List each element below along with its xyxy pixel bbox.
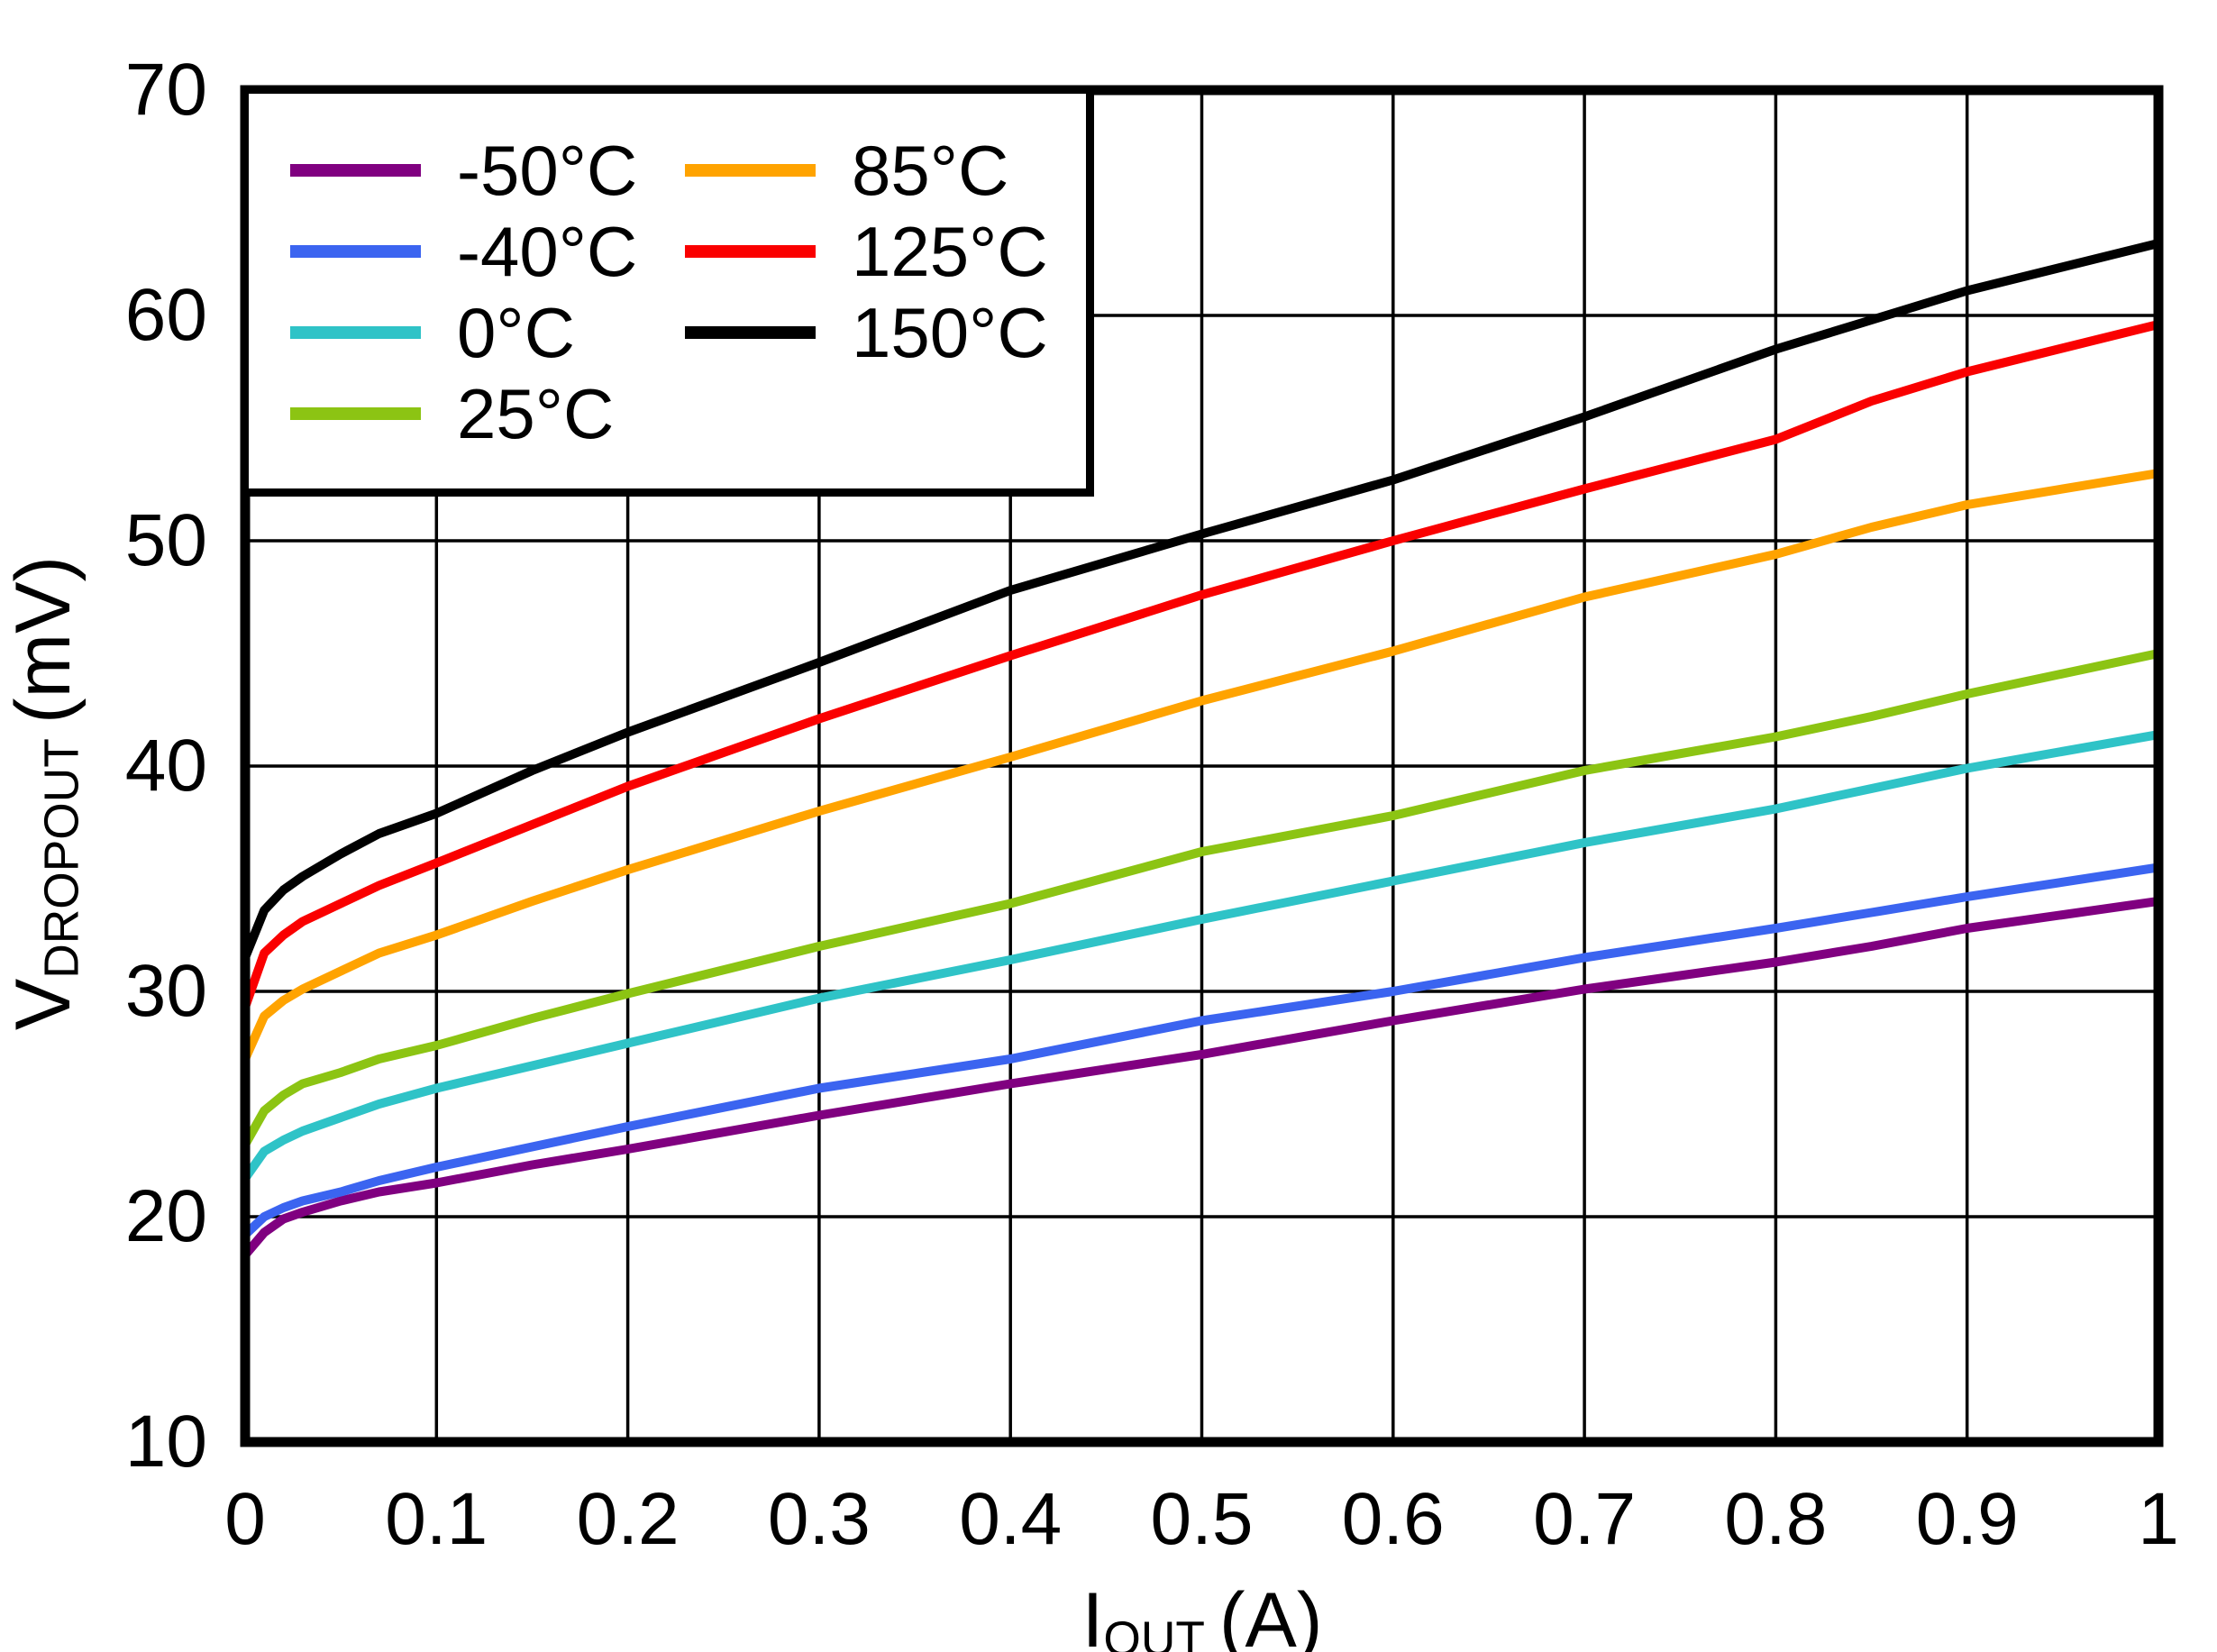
legend-label-85c: 85°C [852, 131, 1009, 210]
x-axis-label: IOUT (A) [1081, 1582, 1322, 1652]
curve-25c [245, 649, 2158, 1149]
y-tick-label-30: 30 [124, 950, 207, 1032]
x-tick-label-1: 1 [2138, 1478, 2179, 1560]
x-tick-label-0.6: 0.6 [1341, 1478, 1445, 1560]
x-tick-label-0.9: 0.9 [1915, 1478, 2019, 1560]
x-tick-label-0.1: 0.1 [385, 1478, 488, 1560]
y-tick-label-10: 10 [124, 1401, 207, 1483]
legend-swatch-0c [290, 326, 421, 339]
legend-swatch-25c [290, 407, 421, 420]
x-tick-label-0.7: 0.7 [1533, 1478, 1637, 1560]
curve-0c [245, 730, 2158, 1183]
curve-150c [245, 239, 2158, 963]
legend-label--50c: -50°C [457, 131, 638, 210]
legend-swatch--50c [290, 164, 421, 177]
y-axis-label-unit: (mV) [0, 555, 87, 725]
x-axis-label-symbol: I [1081, 1577, 1104, 1652]
y-tick-label-50: 50 [124, 499, 207, 581]
x-tick-label-0.4: 0.4 [959, 1478, 1063, 1560]
legend-swatch-85c [685, 164, 816, 177]
x-tick-label-0.3: 0.3 [767, 1478, 871, 1560]
curve-125c [245, 320, 2158, 1012]
legend-label-150c: 150°C [852, 293, 1048, 372]
x-axis-label-unit: (A) [1218, 1577, 1323, 1652]
legend-entry-25c: 25°C [290, 373, 685, 454]
legend-entry--40c: -40°C [290, 211, 685, 292]
x-tick-label-0.2: 0.2 [576, 1478, 680, 1560]
legend-label-25c: 25°C [457, 374, 615, 453]
series-curves [245, 239, 2158, 1260]
legend-label--40c: -40°C [457, 212, 638, 291]
x-axis-label-subscript: OUT [1103, 1612, 1205, 1652]
y-axis-label: VDROPOUT (mV) [0, 556, 89, 1030]
legend-entry-150c: 150°C [685, 292, 1048, 373]
legend-entry-85c: 85°C [685, 130, 1048, 211]
curve--50c [245, 897, 2158, 1260]
x-tick-label-0.8: 0.8 [1724, 1478, 1828, 1560]
legend: -50°C -40°C 0°C 25°C 85°C 125°C 150°C [241, 86, 1094, 497]
x-tick-label-0.5: 0.5 [1150, 1478, 1254, 1560]
legend-label-0c: 0°C [457, 293, 575, 372]
y-tick-label-70: 70 [124, 49, 207, 131]
legend-entry-125c: 125°C [685, 211, 1048, 292]
legend-column-2: 85°C 125°C 150°C [685, 130, 1048, 488]
legend-swatch-150c [685, 326, 816, 339]
y-axis-label-symbol: V [0, 978, 87, 1031]
legend-swatch--40c [290, 245, 421, 258]
x-tick-label-0: 0 [224, 1478, 266, 1560]
y-tick-label-60: 60 [124, 274, 207, 356]
y-tick-label-40: 40 [124, 725, 207, 807]
curve-85c [245, 469, 2158, 1063]
legend-label-125c: 125°C [852, 212, 1048, 291]
legend-column-1: -50°C -40°C 0°C 25°C [290, 130, 685, 488]
y-axis-label-subscript: DROPOUT [35, 738, 89, 979]
legend-entry--50c: -50°C [290, 130, 685, 211]
legend-entry-0c: 0°C [290, 292, 685, 373]
plot-frame [240, 85, 2164, 1447]
curve--40c [245, 863, 2158, 1239]
y-tick-label-20: 20 [124, 1175, 207, 1257]
legend-swatch-125c [685, 245, 816, 258]
